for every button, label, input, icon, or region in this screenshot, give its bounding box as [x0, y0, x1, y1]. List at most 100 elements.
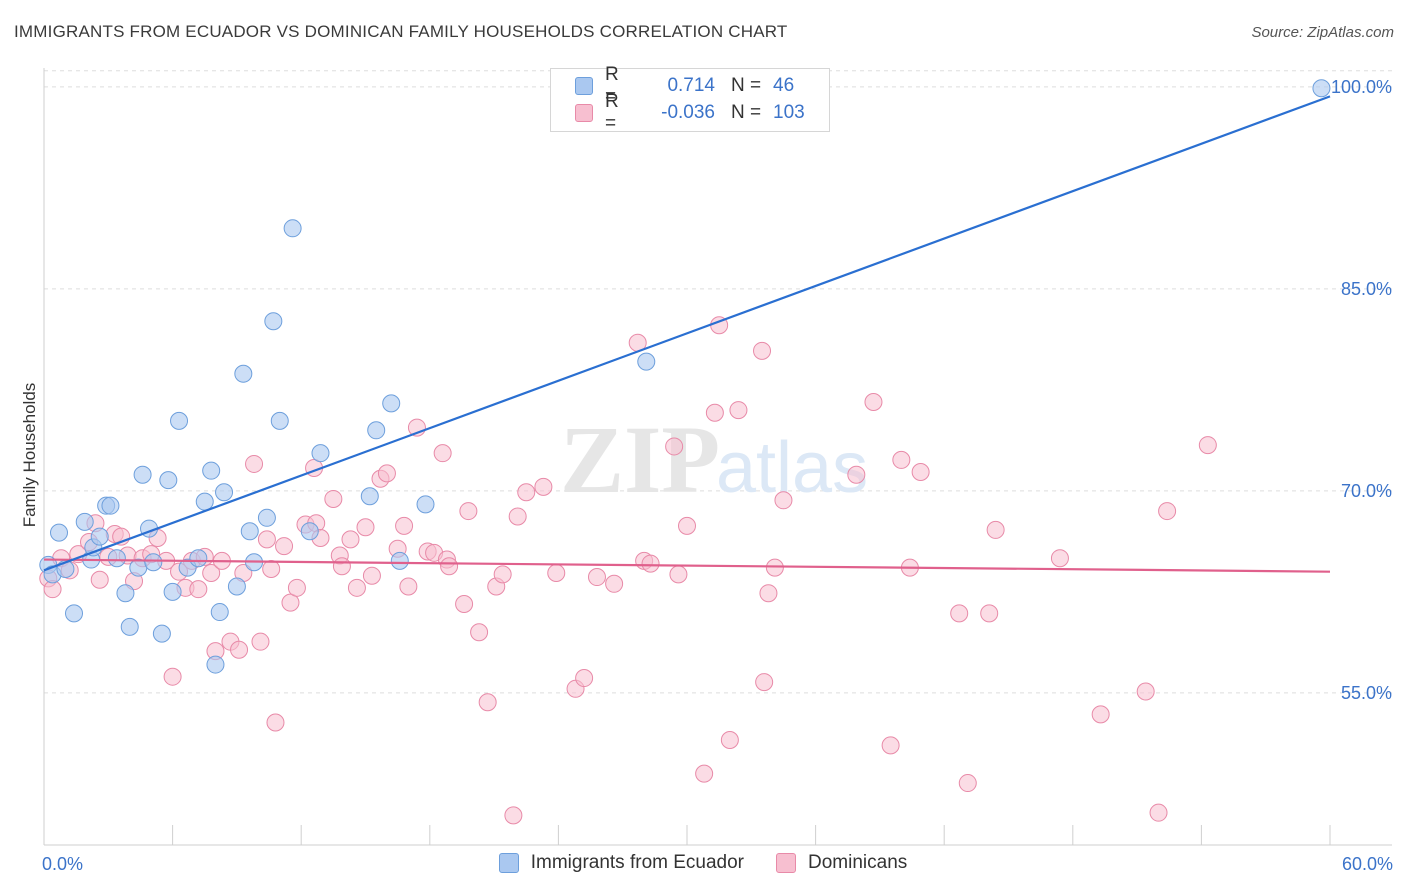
y-tick-label: 55.0%	[1341, 683, 1392, 703]
y-axis-label: Family Households	[20, 382, 39, 528]
ecuador-point	[107, 549, 126, 568]
dominicans-point	[641, 554, 660, 573]
ecuador-point	[163, 582, 182, 601]
dominicans-point	[669, 565, 688, 584]
dominicans-point	[459, 502, 478, 521]
axes	[43, 68, 1392, 846]
dominicans-point	[547, 564, 566, 583]
dominicans-point	[695, 764, 714, 783]
ecuador-point	[311, 444, 330, 463]
dominicans-point	[275, 537, 294, 556]
dominicans-point	[395, 516, 414, 535]
legend-r-value: 0.714	[667, 75, 715, 96]
dominicans-point	[755, 673, 774, 692]
dominicans-point	[341, 530, 360, 549]
ecuador-point	[300, 522, 319, 541]
x-tick-label-max: 60.0%	[1342, 854, 1393, 874]
dominicans-point	[1198, 436, 1217, 455]
legend-row-dominicans: R = -0.036 N = 103	[575, 91, 805, 134]
ecuador-point	[116, 584, 135, 603]
dominicans-point	[504, 806, 523, 825]
ecuador-point	[159, 471, 178, 490]
dominicans-point	[1050, 549, 1069, 568]
ecuador-point	[90, 527, 109, 546]
legend-item-ecuador[interactable]: Immigrants from Ecuador	[498, 852, 744, 874]
dominicans-point	[892, 450, 911, 469]
ecuador-point	[360, 487, 379, 506]
tick-labels: 55.0% 70.0% 85.0% 100.0% 0.0% 60.0%	[42, 77, 1393, 874]
ecuador-point	[210, 603, 229, 622]
dominicans-point	[1136, 682, 1155, 701]
watermark-zip: ZIP	[560, 406, 720, 513]
ecuador-point	[234, 364, 253, 383]
dominicans-point	[399, 577, 418, 596]
source-note: Source: ZipAtlas.com	[1251, 24, 1394, 41]
ecuador-point	[50, 523, 69, 542]
ecuador-point	[133, 465, 152, 484]
dominicans-point	[950, 604, 969, 623]
legend-r-value: -0.036	[661, 102, 715, 123]
dominicans-point	[508, 507, 527, 526]
dominicans-point	[356, 518, 375, 537]
ecuador-point	[206, 655, 225, 674]
ecuador-point	[240, 522, 259, 541]
dominicans-point	[245, 454, 264, 473]
ecuador-point	[129, 558, 148, 577]
legend-item-dominicans[interactable]: Dominicans	[776, 852, 907, 874]
dominicans-point	[1158, 502, 1177, 521]
dominicans-point	[986, 520, 1005, 539]
legend-swatch-ecuador	[498, 853, 519, 873]
watermark: ZIP atlas	[560, 406, 868, 513]
dominicans-point	[189, 580, 208, 599]
legend-swatch-dominicans	[575, 104, 593, 122]
ecuador-point	[202, 461, 221, 480]
watermark-atlas: atlas	[716, 428, 868, 508]
dominicans-point	[470, 623, 489, 642]
ecuador-point	[283, 219, 302, 238]
ecuador-point	[65, 604, 84, 623]
legend-label-dominicans: Dominicans	[808, 852, 908, 873]
dominicans-point	[958, 774, 977, 793]
legend-swatch-ecuador	[575, 77, 593, 95]
chart-title: IMMIGRANTS FROM ECUADOR VS DOMINICAN FAM…	[14, 22, 788, 41]
dominicans-point	[729, 401, 748, 420]
dominicans-trend-line	[43, 558, 1331, 573]
legend-r-label: R =	[605, 64, 619, 107]
dominicans-point	[90, 570, 109, 589]
dominicans-point	[455, 594, 474, 613]
legend-n-value: 103	[773, 102, 805, 123]
dominicans-point	[911, 463, 930, 482]
dominicans-point	[230, 640, 249, 659]
dominicans-point	[753, 341, 772, 360]
ecuador-points	[39, 79, 1331, 674]
dominicans-point	[362, 566, 381, 585]
dominicans-point	[847, 465, 866, 484]
dominicans-point	[163, 667, 182, 686]
dominicans-point	[287, 578, 306, 597]
dominicans-point	[587, 568, 606, 587]
dominicans-point	[347, 578, 366, 597]
dominicans-point	[705, 403, 724, 422]
legend-row-ecuador: R = 0.714 N = 46	[575, 64, 795, 107]
dominicans-point	[202, 564, 221, 583]
series-legend: Immigrants from Ecuador Dominicans	[0, 852, 1406, 874]
legend-swatch-dominicans	[776, 853, 797, 873]
dominicans-point	[575, 669, 594, 688]
dominicans-point	[262, 559, 281, 578]
ecuador-point	[170, 411, 189, 430]
ecuador-point	[189, 549, 208, 568]
legend-n-label: N =	[731, 102, 762, 123]
dominicans-point	[281, 593, 300, 612]
ecuador-point	[264, 312, 283, 331]
legend-n-label: N =	[731, 75, 762, 96]
ecuador-point	[144, 553, 163, 572]
dominicans-point	[266, 713, 285, 732]
ecuador-point	[637, 352, 656, 371]
legend-n-value: 46	[773, 75, 795, 96]
dominicans-point	[377, 464, 396, 483]
ecuador-point	[367, 421, 386, 440]
dominicans-point	[765, 558, 784, 577]
dominicans-point	[1149, 803, 1168, 822]
ecuador-point	[390, 551, 409, 570]
dominicans-point	[980, 604, 999, 623]
